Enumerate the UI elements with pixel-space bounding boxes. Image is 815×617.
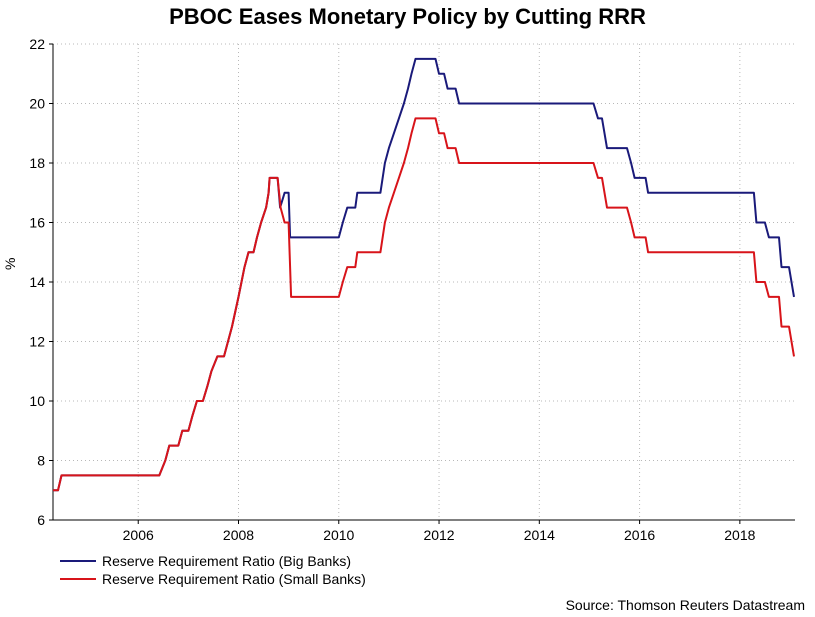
legend-item-big-banks: Reserve Requirement Ratio (Big Banks)	[60, 552, 366, 570]
y-tick-label: 20	[29, 96, 45, 112]
series-line-big-banks	[53, 57, 795, 492]
y-tick-label: 10	[29, 393, 45, 409]
y-tick-label: 18	[29, 155, 45, 171]
source-note: Source: Thomson Reuters Datastream	[565, 597, 805, 613]
legend-label-small-banks: Reserve Requirement Ratio (Small Banks)	[102, 571, 366, 587]
legend-swatch-big-banks	[60, 560, 96, 562]
grid-lines	[53, 43, 795, 520]
y-tick-label: 16	[29, 215, 45, 231]
axes	[49, 43, 795, 524]
legend: Reserve Requirement Ratio (Big Banks) Re…	[60, 552, 366, 588]
chart-title: PBOC Eases Monetary Policy by Cutting RR…	[169, 4, 646, 29]
x-tick-labels: 2006 2008 2010 2012 2014 2016 2018	[123, 527, 756, 543]
x-tick-label: 2010	[323, 527, 354, 543]
x-tick-label: 2012	[423, 527, 454, 543]
x-tick-label: 2006	[123, 527, 154, 543]
legend-swatch-small-banks	[60, 578, 96, 580]
y-tick-label: 22	[29, 36, 45, 52]
x-tick-label: 2016	[624, 527, 655, 543]
legend-label-big-banks: Reserve Requirement Ratio (Big Banks)	[102, 553, 351, 569]
legend-item-small-banks: Reserve Requirement Ratio (Small Banks)	[60, 570, 366, 588]
x-tick-label: 2014	[524, 527, 555, 543]
y-tick-label: 6	[37, 512, 45, 528]
x-tick-label: 2008	[223, 527, 254, 543]
x-tick-label: 2018	[724, 527, 755, 543]
y-tick-label: 12	[29, 334, 45, 350]
series-lines	[53, 57, 795, 492]
series-line-small-banks	[53, 117, 795, 492]
y-tick-label: 8	[37, 453, 45, 469]
y-tick-labels: 6 8 10 12 14 16 18 20 22	[29, 36, 45, 528]
y-tick-label: 14	[29, 274, 45, 290]
